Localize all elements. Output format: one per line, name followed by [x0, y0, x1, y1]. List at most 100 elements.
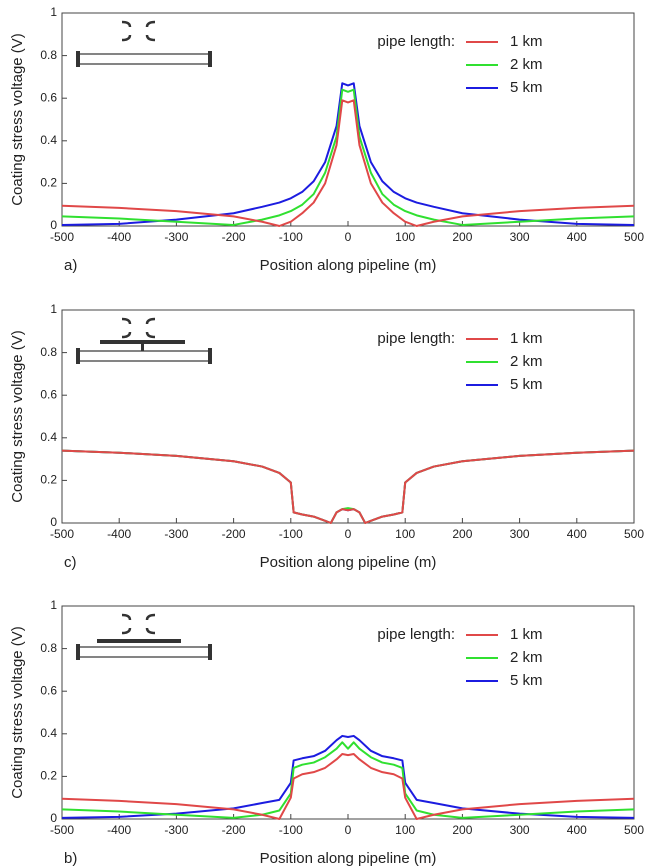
y-tick-label: 0.2: [40, 473, 57, 487]
line-series: [61, 734, 635, 819]
pipe-cap: [76, 51, 80, 67]
x-tick-label: -300: [164, 230, 188, 244]
y-tick-label: 1: [50, 5, 57, 19]
legend-label: 5 km: [510, 79, 543, 96]
x-tick-label: 500: [624, 527, 644, 541]
line-series: [61, 88, 635, 226]
bracket: [121, 613, 156, 635]
y-tick-label: 0: [50, 218, 57, 232]
y-axis-title: Coating stress voltage (V): [9, 626, 26, 799]
pipe-schematic: [76, 20, 212, 67]
legend-label: 2 km: [510, 56, 543, 73]
pipe-cap: [208, 51, 212, 67]
pipe: [77, 53, 211, 65]
legend-label: 1 km: [510, 626, 543, 643]
legend-label: 5 km: [510, 672, 543, 689]
x-tick-label: -100: [279, 527, 303, 541]
x-tick-label: 100: [395, 823, 415, 837]
y-tick-label: 1: [50, 302, 57, 316]
line-series: [61, 753, 635, 820]
x-tick-label: -500: [50, 823, 74, 837]
x-tick-label: -400: [107, 230, 131, 244]
legend-label: 5 km: [510, 376, 543, 393]
x-tick-label: -500: [50, 230, 74, 244]
y-tick-label: 0.4: [40, 430, 57, 444]
x-tick-label: 500: [624, 823, 644, 837]
pipe-cap: [76, 644, 80, 660]
x-tick-label: -200: [222, 527, 246, 541]
x-tick-label: 100: [395, 527, 415, 541]
legend-title: pipe length:: [377, 33, 455, 50]
plate: [100, 340, 185, 344]
y-tick-label: 0.2: [40, 176, 57, 190]
x-tick-label: -400: [107, 823, 131, 837]
chart-panel: 0 0.2 0.4 0.6 0.8 1 -500 -400 -300 -200 -100 0 100 20…: [9, 5, 644, 274]
x-tick-label: -100: [279, 230, 303, 244]
legend-label: 2 km: [510, 649, 543, 666]
y-tick-label: 0.6: [40, 683, 57, 697]
x-tick-label: -300: [164, 823, 188, 837]
line-series: [61, 449, 635, 524]
pipe-cap: [208, 348, 212, 364]
x-tick-label: 100: [395, 230, 415, 244]
line-series: [61, 449, 635, 524]
plate-stem: [141, 343, 144, 351]
y-axis-title: Coating stress voltage (V): [9, 33, 26, 206]
x-tick-label: -200: [222, 823, 246, 837]
line-series: [61, 99, 635, 227]
line-series: [61, 82, 635, 226]
pipe-cap: [76, 348, 80, 364]
pipe-schematic: [76, 613, 212, 660]
pipe-cap: [208, 644, 212, 660]
y-tick-label: 0.8: [40, 48, 57, 62]
x-axis-title: Position along pipeline (m): [260, 554, 437, 571]
x-tick-label: -400: [107, 527, 131, 541]
y-tick-label: 0.8: [40, 641, 57, 655]
y-tick-label: 0: [50, 515, 57, 529]
x-tick-label: 400: [567, 527, 587, 541]
y-tick-label: 0.4: [40, 133, 57, 147]
panel-label: a): [64, 257, 77, 274]
pipe: [77, 646, 211, 658]
y-axis-title: Coating stress voltage (V): [9, 330, 26, 503]
x-tick-label: 300: [510, 230, 530, 244]
x-tick-label: -300: [164, 527, 188, 541]
x-tick-label: 400: [567, 230, 587, 244]
plot-frame: [61, 605, 635, 820]
x-tick-label: 500: [624, 230, 644, 244]
x-tick-label: 0: [345, 230, 352, 244]
plate: [97, 639, 181, 643]
x-tick-label: 0: [345, 823, 352, 837]
x-axis-title: Position along pipeline (m): [260, 257, 437, 274]
chart-panel: 0 0.2 0.4 0.6 0.8 1 -500 -400 -300 -200 -100 0 100 20…: [9, 302, 644, 571]
x-tick-label: 400: [567, 823, 587, 837]
x-tick-label: 0: [345, 527, 352, 541]
chart-panel: 0 0.2 0.4 0.6 0.8 1 -500 -400 -300 -200 -100 0 100 20…: [9, 598, 644, 867]
legend-label: 1 km: [510, 330, 543, 347]
bracket: [121, 20, 156, 42]
y-tick-label: 0.2: [40, 769, 57, 783]
line-series: [61, 449, 635, 524]
x-tick-label: 200: [452, 527, 472, 541]
legend-label: 1 km: [510, 33, 543, 50]
x-tick-label: 200: [452, 230, 472, 244]
x-tick-label: -500: [50, 527, 74, 541]
pipe-schematic: [76, 317, 212, 364]
legend-title: pipe length:: [377, 626, 455, 643]
x-axis-title: Position along pipeline (m): [260, 850, 437, 867]
legend-label: 2 km: [510, 353, 543, 370]
plot-frame: [61, 12, 635, 227]
x-tick-label: -100: [279, 823, 303, 837]
y-tick-label: 0: [50, 811, 57, 825]
y-tick-label: 0.6: [40, 90, 57, 104]
x-tick-label: 300: [510, 527, 530, 541]
bracket: [121, 317, 156, 339]
y-tick-label: 0.4: [40, 726, 57, 740]
x-tick-label: 300: [510, 823, 530, 837]
x-tick-label: 200: [452, 823, 472, 837]
panel-label: b): [64, 850, 77, 867]
y-tick-label: 0.6: [40, 387, 57, 401]
panel-label: c): [64, 554, 77, 571]
y-tick-label: 0.8: [40, 345, 57, 359]
